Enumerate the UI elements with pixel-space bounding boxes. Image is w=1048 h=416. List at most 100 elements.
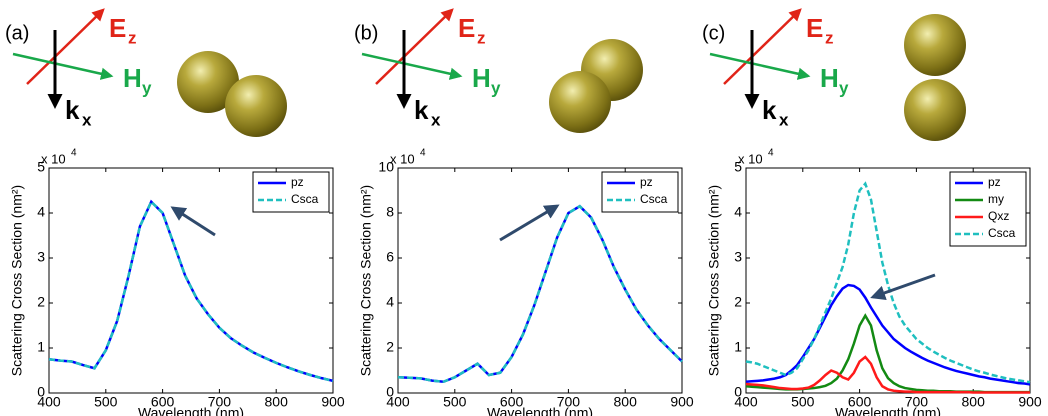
nanosphere	[549, 71, 611, 133]
y-tick-label: 3	[37, 249, 45, 265]
legend-box	[252, 171, 330, 213]
y-tick-label: 4	[386, 294, 394, 310]
legend-label: Qxz	[988, 209, 1009, 223]
field-arrow	[723, 8, 802, 85]
legend-label: Csca	[291, 192, 319, 206]
y-axis-label: Scattering Cross Section (nm²)	[358, 185, 374, 376]
nanosphere	[177, 51, 239, 113]
x-tick-label: 800	[962, 394, 986, 410]
field-subscript: x	[82, 110, 92, 129]
field-arrow	[375, 8, 454, 85]
y-multiplier: x 10	[738, 151, 763, 166]
y-tick-label: 2	[37, 294, 45, 310]
field-subscript: y	[491, 78, 501, 97]
pointer-arrow	[499, 204, 560, 242]
y-tick-label: 0	[386, 384, 394, 400]
x-tick-label: 700	[208, 394, 232, 410]
legend-label: pz	[291, 175, 304, 189]
field-arrow	[12, 52, 114, 80]
field-arrow	[709, 52, 811, 80]
series-line	[745, 181, 1031, 384]
legend-label: pz	[640, 175, 653, 189]
x-tick-label: 400	[734, 394, 758, 410]
field-subscript: z	[477, 28, 486, 47]
field-subscript: y	[839, 78, 849, 97]
x-tick-label: 900	[1018, 394, 1042, 410]
field-symbol: H	[123, 63, 142, 93]
panel-label: (b)	[354, 22, 378, 44]
x-tick-label: 900	[321, 394, 345, 410]
field-arrow	[26, 8, 105, 85]
field-symbol: E	[109, 13, 126, 43]
y-tick-label: 0	[734, 384, 742, 400]
field-subscript: z	[825, 28, 834, 47]
pointer-arrow	[170, 206, 216, 237]
x-tick-label: 500	[443, 394, 467, 410]
x-tick-label: 500	[94, 394, 118, 410]
x-tick-label: 800	[614, 394, 638, 410]
field-subscript: x	[779, 110, 789, 129]
field-subscript: x	[431, 110, 441, 129]
y-multiplier-exponent: 4	[420, 148, 426, 159]
panel-label: (a)	[5, 22, 29, 44]
x-axis-label: Wavelength (nm)	[835, 405, 941, 416]
series-line	[745, 355, 1030, 394]
x-tick-label: 600	[848, 394, 872, 410]
pointer-arrow	[870, 273, 936, 301]
y-axis-label: Scattering Cross Section (nm²)	[9, 185, 25, 376]
x-axis-label: Wavelength (nm)	[138, 405, 244, 416]
series-line	[745, 283, 1031, 386]
field-symbol: k	[414, 95, 429, 125]
field-symbol: k	[65, 95, 80, 125]
field-subscript: y	[142, 78, 152, 97]
y-tick-label: 2	[734, 294, 742, 310]
nanosphere	[225, 75, 287, 137]
legend-box	[601, 171, 679, 213]
x-tick-label: 500	[791, 394, 815, 410]
x-tick-label: 400	[386, 394, 410, 410]
x-tick-label: 600	[151, 394, 175, 410]
y-multiplier: x 10	[390, 151, 415, 166]
x-tick-label: 600	[500, 394, 524, 410]
x-tick-label: 900	[670, 394, 694, 410]
legend-label: pz	[988, 175, 1001, 189]
nanosphere	[904, 14, 966, 76]
field-arrow	[361, 52, 463, 80]
x-tick-label: 700	[905, 394, 929, 410]
legend-box	[949, 171, 1027, 247]
series-line	[48, 199, 334, 383]
y-axis-label: Scattering Cross Section (nm²)	[706, 185, 722, 376]
legend-label: Csca	[988, 226, 1016, 240]
series-line	[397, 204, 683, 384]
field-subscript: z	[128, 28, 137, 47]
legend-label: Csca	[640, 192, 668, 206]
y-tick-label: 6	[386, 249, 394, 265]
y-tick-label: 4	[734, 204, 742, 220]
y-tick-label: 5	[37, 159, 45, 175]
y-multiplier-exponent: 4	[71, 148, 77, 159]
x-tick-label: 700	[557, 394, 581, 410]
field-symbol: E	[806, 13, 823, 43]
x-axis-label: Wavelength (nm)	[487, 405, 593, 416]
field-symbol: E	[458, 13, 475, 43]
field-symbol: H	[820, 63, 839, 93]
field-symbol: k	[762, 95, 777, 125]
y-tick-label: 3	[734, 249, 742, 265]
y-tick-label: 2	[386, 339, 394, 355]
y-tick-label: 1	[734, 339, 742, 355]
y-multiplier: x 10	[41, 151, 66, 166]
y-tick-label: 1	[37, 339, 45, 355]
panel-label: (c)	[702, 22, 725, 44]
x-tick-label: 400	[37, 394, 61, 410]
y-tick-label: 8	[386, 204, 394, 220]
y-tick-label: 4	[37, 204, 45, 220]
y-tick-label: 5	[734, 159, 742, 175]
field-symbol: H	[472, 63, 491, 93]
x-tick-label: 800	[265, 394, 289, 410]
y-tick-label: 10	[378, 159, 394, 175]
y-tick-label: 0	[37, 384, 45, 400]
legend-label: my	[988, 192, 1004, 206]
nanosphere	[904, 79, 966, 141]
y-multiplier-exponent: 4	[768, 148, 774, 159]
